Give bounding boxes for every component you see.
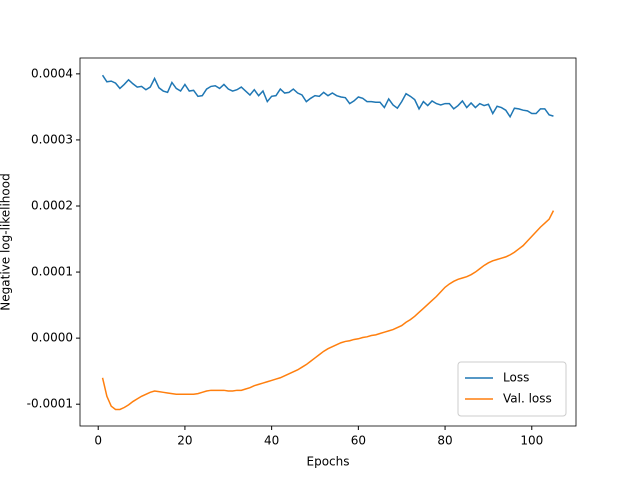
legend-frame <box>457 361 567 417</box>
x-axis-label: Epochs <box>307 455 350 469</box>
y-tick-label: -0.0001 <box>27 397 73 411</box>
x-tick-label: 20 <box>177 434 192 448</box>
y-tick-label: 0.0002 <box>31 198 73 212</box>
y-tick-label: 0.0003 <box>31 132 73 146</box>
line <box>101 74 554 119</box>
x-tick-label: 100 <box>520 434 543 448</box>
legend-label: Val. loss <box>503 392 552 406</box>
line <box>101 210 555 411</box>
y-tick-label: 0.0000 <box>31 331 73 345</box>
x-tick-label: 0 <box>94 434 102 448</box>
y-tick-label: 0.0001 <box>31 265 73 279</box>
y-tick-label: 0.0004 <box>31 66 73 80</box>
x-tick-label: 80 <box>437 434 452 448</box>
x-tick-label: 60 <box>351 434 366 448</box>
y-axis-label: Negative log-likelihood <box>0 173 13 310</box>
legend: Loss Val. loss <box>457 361 567 417</box>
plot-frame <box>79 57 577 427</box>
x-tick-label: 40 <box>264 434 279 448</box>
legend-label: Loss <box>503 371 529 385</box>
